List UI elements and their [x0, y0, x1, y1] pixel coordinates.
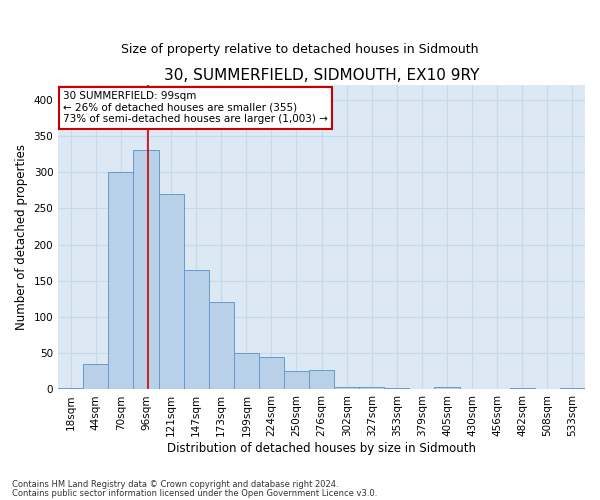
- Bar: [158, 194, 184, 390]
- Bar: [510, 388, 535, 390]
- Bar: [309, 370, 334, 390]
- Text: Contains HM Land Registry data © Crown copyright and database right 2024.: Contains HM Land Registry data © Crown c…: [12, 480, 338, 489]
- Bar: [434, 386, 460, 390]
- Bar: [334, 386, 359, 390]
- Bar: [234, 353, 259, 390]
- Title: 30, SUMMERFIELD, SIDMOUTH, EX10 9RY: 30, SUMMERFIELD, SIDMOUTH, EX10 9RY: [164, 68, 479, 82]
- Bar: [109, 172, 133, 390]
- Text: Contains public sector information licensed under the Open Government Licence v3: Contains public sector information licen…: [12, 489, 377, 498]
- Bar: [184, 270, 209, 390]
- Bar: [58, 388, 83, 390]
- Text: 30 SUMMERFIELD: 99sqm
← 26% of detached houses are smaller (355)
73% of semi-det: 30 SUMMERFIELD: 99sqm ← 26% of detached …: [64, 91, 328, 124]
- Bar: [133, 150, 158, 390]
- Y-axis label: Number of detached properties: Number of detached properties: [15, 144, 28, 330]
- Bar: [83, 364, 109, 390]
- X-axis label: Distribution of detached houses by size in Sidmouth: Distribution of detached houses by size …: [167, 442, 476, 455]
- Bar: [560, 388, 585, 390]
- Bar: [209, 302, 234, 390]
- Text: Size of property relative to detached houses in Sidmouth: Size of property relative to detached ho…: [121, 42, 479, 56]
- Bar: [359, 386, 385, 390]
- Bar: [284, 372, 309, 390]
- Bar: [259, 357, 284, 390]
- Bar: [385, 388, 409, 390]
